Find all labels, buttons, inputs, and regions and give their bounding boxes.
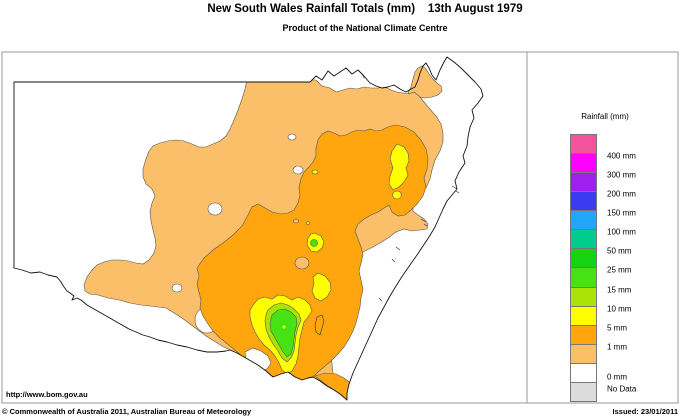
lighter-hole (293, 218, 299, 224)
legend-swatch-gt400 (570, 134, 597, 155)
legend-label-15-mm: 15 mm (607, 285, 632, 295)
act-outline (314, 314, 325, 336)
legend-label-300-mm: 300 mm (607, 170, 636, 180)
legend-swatch-10 (570, 305, 597, 326)
rain-dot-25mm (310, 239, 318, 247)
dry-hole (292, 165, 304, 175)
coastal-inlet-marks (378, 185, 460, 302)
legend-label-no-data: No Data (607, 384, 637, 394)
issued-date: Issued: 23/01/2011 (612, 407, 678, 416)
bom-url: http://www.bom.gov.au (6, 390, 88, 399)
legend-label-1-mm: 1 mm (607, 342, 627, 352)
legend-label-50-mm: 50 mm (607, 246, 632, 256)
nsw-state-outline (13, 56, 484, 401)
legend-swatch-25 (570, 267, 597, 288)
legend-swatch-300 (570, 172, 597, 193)
legend-swatch-400 (570, 153, 597, 174)
legend-swatch-150 (570, 210, 597, 231)
legend-swatch-5 (570, 324, 597, 345)
rain-patch-25mm-south (269, 308, 298, 358)
rain-dot-10mm (306, 221, 310, 225)
legend-label-10-mm: 10 mm (607, 304, 632, 314)
copyright-line: © Commonwealth of Australia 2011, Austra… (2, 407, 252, 416)
legend-swatch-200 (570, 191, 597, 212)
legend-label-0-mm: 0 mm (607, 372, 627, 382)
rain-dot-10mm (311, 169, 319, 175)
legend-label-150-mm: 150 mm (607, 208, 636, 218)
page-subtitle: Product of the National Climate Centre (282, 23, 448, 33)
legend-swatch-15 (570, 286, 597, 307)
legend-label-100-mm: 100 mm (607, 227, 636, 237)
legend-swatch-nodata (570, 381, 597, 402)
dry-hole (287, 133, 297, 141)
rain-dot-10mm (282, 325, 286, 329)
legend-swatch-50 (570, 248, 597, 269)
rain-region-1mm-border-patch (407, 65, 443, 99)
legend-label-200-mm: 200 mm (607, 189, 636, 199)
rain-patch-10mm-small (392, 190, 402, 200)
rain-tip-5mm (314, 372, 353, 400)
lighter-hole (294, 256, 310, 270)
legend-label-25-mm: 25 mm (607, 265, 632, 275)
map-frame (1, 51, 679, 404)
legend-swatch-100 (570, 229, 597, 250)
legend-swatch-0 (570, 362, 597, 383)
rain-patch-10mm-northeast (388, 143, 410, 191)
legend-title: Rainfall (mm) (581, 112, 629, 121)
page-title: New South Wales Rainfall Totals (mm) 13t… (207, 3, 523, 15)
dry-hole (207, 202, 223, 216)
dry-hole (171, 283, 183, 293)
legend-label-5-mm: 5 mm (607, 323, 627, 333)
rain-patch-10mm-central2 (311, 272, 332, 302)
legend-label-400-mm: 400 mm (607, 151, 636, 161)
legend-swatch-1 (570, 343, 597, 364)
